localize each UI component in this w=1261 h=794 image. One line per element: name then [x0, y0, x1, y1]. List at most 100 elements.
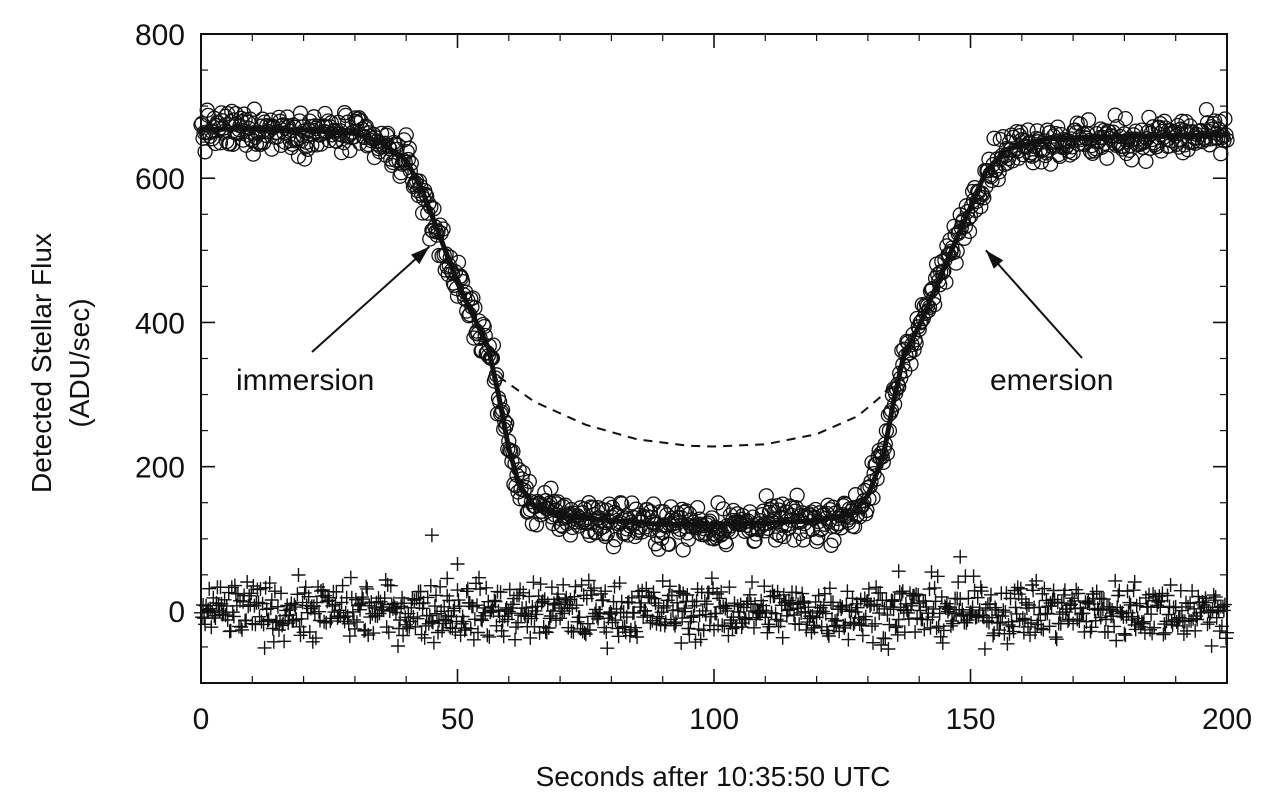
residual-data-point: [198, 617, 213, 632]
flux-data-point: [1099, 150, 1115, 166]
residual-data-point: [494, 623, 509, 638]
residual-data-point: [1220, 625, 1234, 640]
residual-data-point: [457, 623, 472, 638]
flux-data-point: [1107, 107, 1123, 123]
flux-data-point: [395, 152, 411, 168]
residual-data-point: [760, 625, 775, 640]
residual-data-point: [417, 630, 432, 645]
residual-data-point: [1219, 631, 1233, 646]
residual-data-point: [671, 603, 686, 617]
residual-data-point: [1123, 597, 1138, 612]
residual-data-point: [1117, 626, 1132, 641]
flux-data-point: [1219, 132, 1235, 148]
residual-data-point: [1174, 603, 1189, 618]
flux-data-point: [620, 527, 636, 543]
x-tick-label: 150: [945, 703, 995, 736]
residual-data-point: [1089, 584, 1104, 599]
flux-data-point: [599, 526, 615, 542]
flux-data-point: [1217, 111, 1233, 127]
residual-data-point: [779, 608, 794, 623]
residual-data-point: [274, 586, 288, 601]
flux-data-point: [248, 136, 265, 152]
residual-data-point: [1144, 607, 1159, 622]
flux-data-point: [912, 315, 928, 331]
axis-ticks: [200, 33, 1228, 684]
residual-data-point: [628, 620, 642, 635]
residual-data-point: [227, 578, 242, 593]
residual-data-point: [235, 622, 249, 637]
residual-data-point: [841, 632, 856, 647]
residual-data-point: [423, 578, 438, 593]
residual-data-point: [1032, 600, 1047, 615]
residual-data-point: [488, 594, 503, 609]
residual-data-point: [463, 621, 478, 636]
residual-data-point: [1202, 615, 1217, 630]
residual-data-point: [1160, 588, 1175, 603]
residual-data-point: [612, 576, 627, 591]
residual-data-point: [287, 597, 302, 612]
flux-data-point: [995, 129, 1011, 145]
residual-data-point: [951, 575, 966, 590]
residual-data-point: [627, 605, 641, 620]
residual-data-point: [305, 634, 320, 649]
residual-data-point: [830, 613, 845, 628]
residual-data-point: [413, 584, 428, 599]
residual-data-point: [1209, 610, 1224, 625]
residual-data-point: [470, 598, 484, 613]
residual-data-point: [504, 606, 519, 621]
flux-data-point: [1117, 110, 1134, 127]
residual-data-point: [882, 617, 897, 632]
residual-data-point: [555, 606, 570, 621]
flux-data-point: [601, 496, 617, 512]
residual-data-point: [761, 617, 776, 632]
flux-data-point: [528, 517, 545, 533]
flux-data-point: [809, 530, 826, 546]
flux-data-point: [1013, 124, 1029, 140]
residual-data-point: [1185, 583, 1200, 598]
residual-data-point: [889, 619, 904, 634]
flux-data-point: [767, 532, 784, 548]
residual-data-point: [267, 584, 282, 599]
residual-data-point: [480, 628, 495, 643]
residual-data-point: [646, 585, 661, 600]
residual-data-point: [329, 584, 344, 599]
residual-data-point: [346, 612, 361, 627]
residual-data-point: [917, 622, 932, 637]
residual-data-point: [347, 621, 362, 636]
residual-data-point: [868, 616, 883, 631]
residual-data-point: [400, 621, 415, 636]
residual-data-point: [335, 578, 350, 593]
residual-data-point: [415, 601, 430, 616]
residual-data-point: [513, 582, 528, 597]
flux-data-point: [678, 503, 694, 519]
residual-data-point: [1042, 619, 1057, 634]
residual-data-point: [742, 587, 757, 602]
flux-data-point: [990, 171, 1006, 188]
flux-data-point: [562, 527, 579, 543]
flux-data-point: [393, 165, 409, 181]
residual-data-point: [1151, 594, 1166, 609]
flux-data-point: [675, 542, 691, 558]
residual-data-point: [516, 585, 531, 600]
residual-data-point: [203, 601, 218, 616]
residual-data-point: [1147, 620, 1162, 635]
residual-data-point: [1031, 613, 1046, 628]
residual-data-point: [581, 573, 596, 588]
residual-data-point: [1013, 581, 1028, 596]
flux-data-point: [612, 495, 629, 511]
y-tick-label: 400: [135, 307, 185, 340]
immersion-label: immersion: [236, 364, 374, 397]
flux-data-point: [823, 537, 839, 553]
residual-data-point: [973, 580, 988, 595]
flux-data-point: [859, 502, 875, 518]
residual-data-point: [617, 619, 632, 634]
residual-data-point: [935, 635, 950, 650]
flux-data-point: [1142, 140, 1158, 156]
x-tick-label: 100: [689, 703, 739, 736]
flux-data-point: [1049, 134, 1065, 150]
residual-data-point: [325, 598, 340, 613]
residual-data-point: [270, 599, 285, 614]
residual-data-point: [1208, 590, 1223, 605]
residual-data-point: [734, 620, 749, 634]
residual-data-point: [789, 585, 804, 600]
